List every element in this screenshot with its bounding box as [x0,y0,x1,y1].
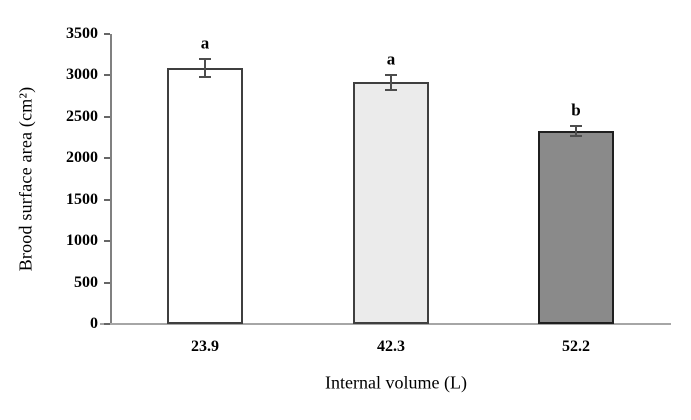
x-axis-title: Internal volume (L) [325,372,467,393]
y-tick-mark [104,74,110,77]
error-bar-bottom-cap [385,88,397,91]
x-category-label: 23.9 [191,338,219,355]
error-bar-bottom-cap [570,135,582,138]
y-tick-label: 500 [74,273,98,291]
error-bar-top-cap [199,57,211,60]
y-axis-title: Brood surface area (cm²) [15,86,36,272]
significance-letter: b [571,100,581,120]
white-bar [167,67,243,324]
y-tick-label: 2500 [66,107,98,125]
y-tick-label: 2000 [66,149,98,167]
significance-letter: a [386,49,396,69]
y-axis-line [110,34,112,324]
y-tick-mark [104,157,110,160]
x-category-label: 42.3 [377,338,405,355]
error-bar-top-cap [385,74,397,76]
y-tick-label: 1500 [66,190,98,208]
y-tick-mark [104,33,110,35]
error-bar-bottom-cap [199,76,211,79]
y-tick-label: 3000 [66,66,98,84]
x-axis-line [100,323,671,325]
x-category-label: 52.2 [562,338,590,355]
error-bar-top-cap [570,124,582,127]
significance-letter: a [200,33,210,53]
y-tick-label: 1000 [66,232,98,250]
error-bar-line [390,75,392,90]
y-tick-label: 0 [90,315,98,332]
y-tick-mark [104,240,110,243]
y-tick-mark [104,198,110,201]
y-tick-mark [104,281,110,284]
y-tick-mark [104,323,110,325]
error-bar-line [204,58,206,78]
y-tick-mark [104,115,110,118]
y-tick-label: 3500 [66,25,98,42]
light-gray-bar [353,82,429,324]
dark-gray-dotted-bar [538,130,614,324]
error-bar-line [575,125,577,137]
